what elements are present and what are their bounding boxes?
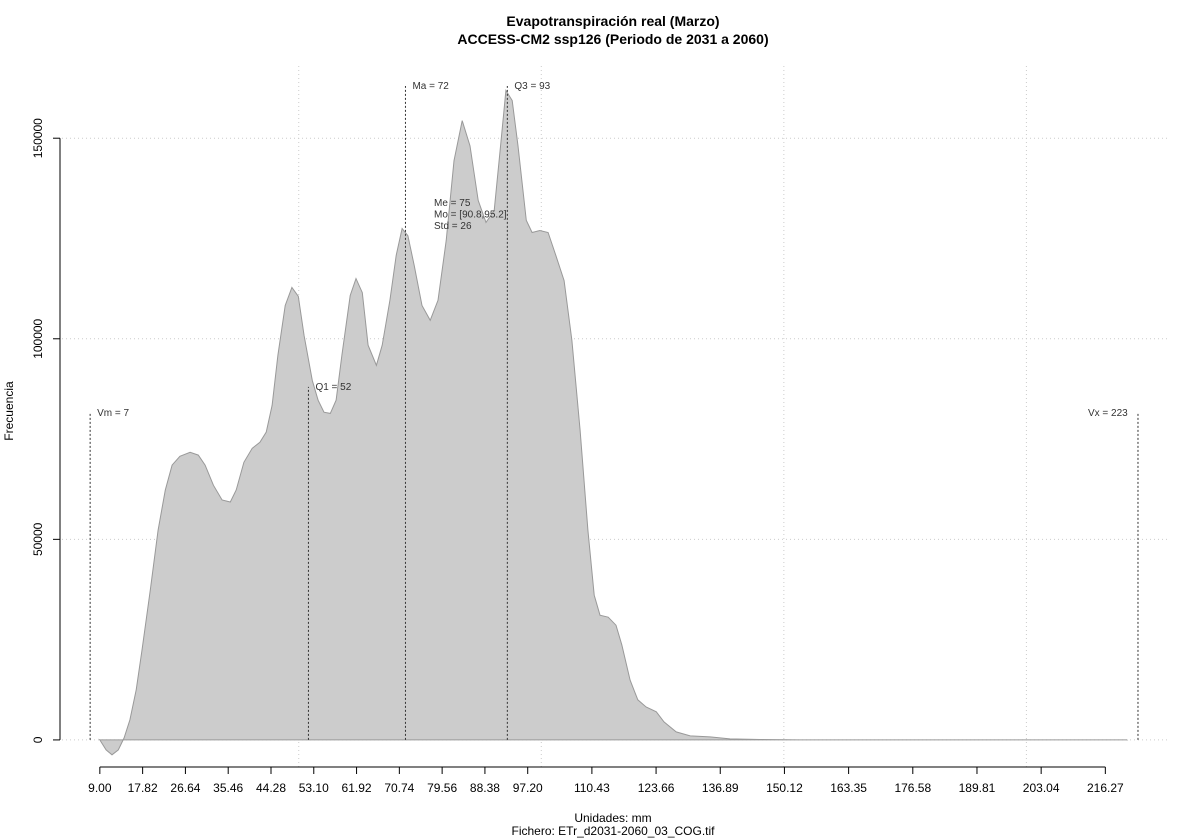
chart-subtitle: ACCESS-CM2 ssp126 (Periodo de 2031 a 206…: [457, 31, 768, 47]
x-tick-label: 9.00: [88, 781, 112, 795]
x-tick-label: 88.38: [470, 781, 500, 795]
x-tick-label: 110.43: [574, 781, 610, 795]
x-tick-label: 97.20: [513, 781, 543, 795]
marker-label: Q1 = 52: [315, 382, 351, 393]
x-tick-label: 44.28: [256, 781, 286, 795]
y-tick-label: 150000: [31, 118, 45, 158]
x-tick-label: 79.56: [427, 781, 457, 795]
y-axis-label: Frecuencia: [2, 381, 16, 441]
marker-label: Q3 = 93: [514, 81, 550, 92]
x-tick-label: 203.04: [1023, 781, 1060, 795]
x-tick-label: 163.35: [830, 781, 867, 795]
x-tick-label: 136.89: [702, 781, 739, 795]
x-tick-label: 176.58: [894, 781, 931, 795]
marker-label: Vm = 7: [97, 408, 129, 419]
x-axis-label: Unidades: mm: [574, 811, 651, 825]
density-area: [98, 88, 1129, 756]
x-tick-label: 17.82: [128, 781, 158, 795]
caption: Fichero: ETr_d2031-2060_03_COG.tif: [512, 824, 716, 838]
x-tick-label: 150.12: [766, 781, 803, 795]
stat-label: Std = 26: [434, 221, 472, 232]
x-tick-label: 216.27: [1087, 781, 1124, 795]
marker-label: Vx = 223: [1088, 408, 1128, 419]
stat-label: Me = 75: [434, 198, 471, 209]
x-tick-label: 61.92: [342, 781, 372, 795]
marker-label: Ma = 72: [412, 81, 449, 92]
x-tick-label: 123.66: [638, 781, 675, 795]
x-tick-label: 35.46: [213, 781, 243, 795]
y-tick-label: 0: [31, 736, 45, 743]
x-tick-label: 189.81: [959, 781, 996, 795]
x-tick-label: 26.64: [170, 781, 200, 795]
x-tick-label: 70.74: [384, 781, 414, 795]
x-tick-label: 53.10: [299, 781, 329, 795]
y-tick-label: 100000: [31, 318, 45, 358]
chart-title: Evapotranspiración real (Marzo): [506, 13, 719, 29]
stat-label: Mo = [90.8,95.2]: [434, 210, 507, 221]
y-tick-label: 50000: [31, 522, 45, 556]
